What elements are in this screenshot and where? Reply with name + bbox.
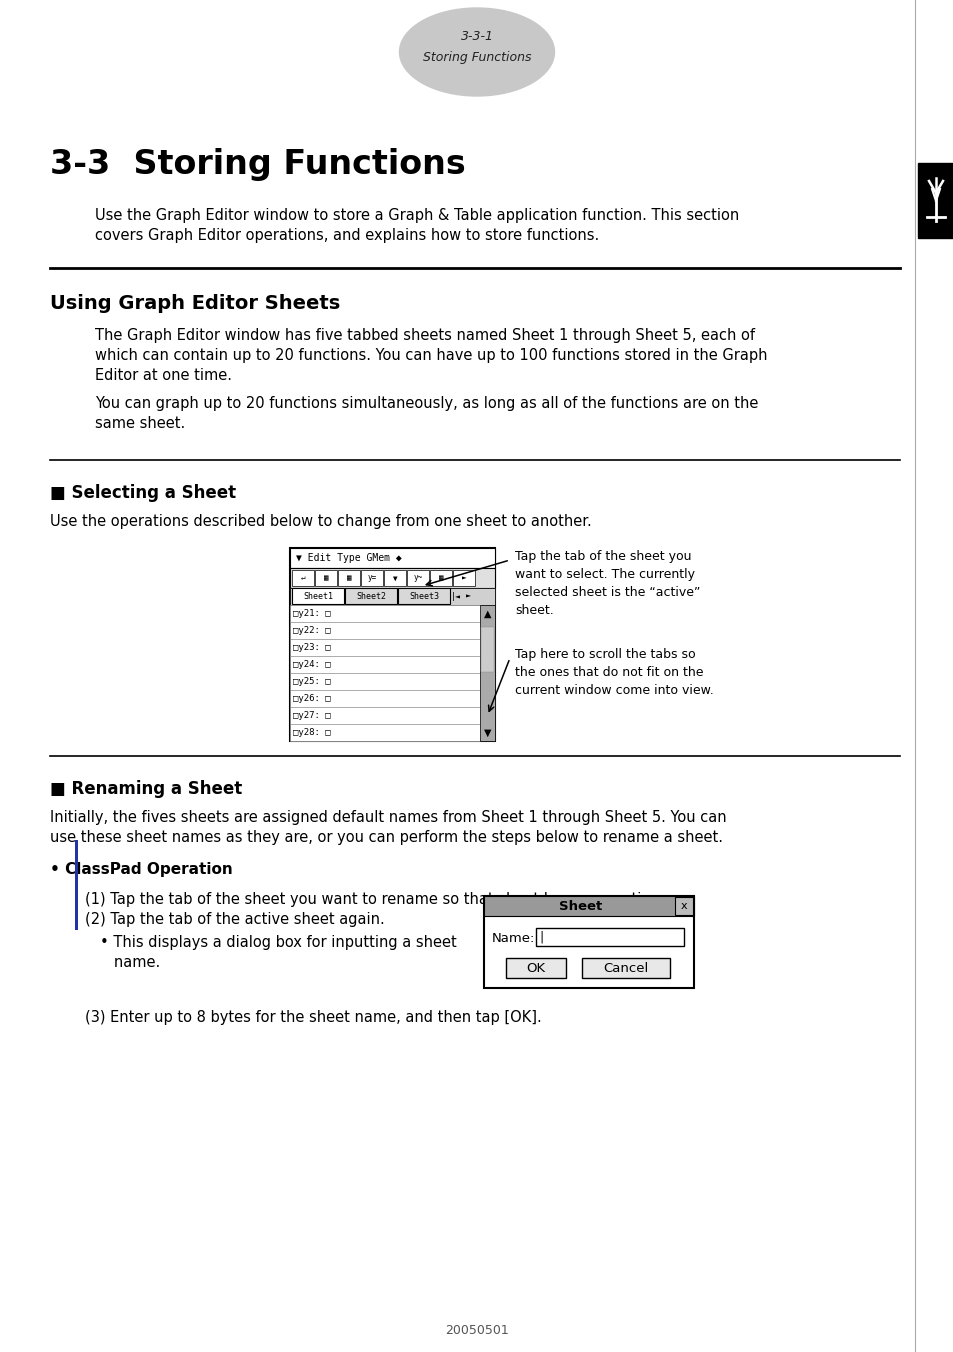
Bar — [290, 639, 479, 656]
Text: ■ Renaming a Sheet: ■ Renaming a Sheet — [50, 780, 242, 798]
Bar — [290, 568, 495, 588]
Text: |: | — [538, 930, 542, 944]
Text: ▦: ▦ — [438, 573, 443, 583]
Text: □y28: □: □y28: □ — [293, 727, 331, 737]
Text: □y21: □: □y21: □ — [293, 608, 331, 618]
Text: (3) Enter up to 8 bytes for the sheet name, and then tap [OK].: (3) Enter up to 8 bytes for the sheet na… — [85, 1010, 541, 1025]
Text: Sheet3: Sheet3 — [409, 592, 438, 602]
Text: 3-3  Storing Functions: 3-3 Storing Functions — [50, 147, 465, 181]
Bar — [345, 588, 396, 604]
Text: x: x — [680, 900, 686, 911]
Text: • This displays a dialog box for inputting a sheet: • This displays a dialog box for inputti… — [100, 936, 456, 950]
Bar — [480, 627, 494, 672]
Bar — [453, 571, 475, 585]
Bar — [483, 896, 693, 917]
Bar — [479, 604, 495, 741]
Text: ▼ Edit Type GMem ◆: ▼ Edit Type GMem ◆ — [295, 553, 401, 562]
Text: use these sheet names as they are, or you can perform the steps below to rename : use these sheet names as they are, or yo… — [50, 830, 722, 845]
Text: Using Graph Editor Sheets: Using Graph Editor Sheets — [50, 293, 340, 314]
Bar — [397, 588, 450, 604]
Bar — [292, 571, 314, 585]
Text: which can contain up to 20 functions. You can have up to 100 functions stored in: which can contain up to 20 functions. Yo… — [95, 347, 767, 362]
Text: y=: y= — [367, 573, 376, 583]
Bar — [314, 571, 336, 585]
Bar — [290, 656, 479, 673]
Bar — [536, 927, 683, 946]
Bar — [430, 571, 452, 585]
Bar — [483, 896, 693, 988]
Text: □y26: □: □y26: □ — [293, 694, 331, 703]
Ellipse shape — [399, 8, 554, 96]
Bar — [360, 571, 382, 585]
Text: same sheet.: same sheet. — [95, 416, 185, 431]
Bar — [917, 164, 953, 238]
Text: Editor at one time.: Editor at one time. — [95, 368, 232, 383]
Bar — [581, 959, 669, 977]
Text: Storing Functions: Storing Functions — [422, 50, 531, 64]
Text: Name:: Name: — [492, 932, 535, 945]
Bar — [675, 896, 692, 915]
Text: OK: OK — [526, 961, 545, 975]
Text: □y25: □: □y25: □ — [293, 677, 331, 685]
Text: covers Graph Editor operations, and explains how to store functions.: covers Graph Editor operations, and expl… — [95, 228, 598, 243]
Text: □y24: □: □y24: □ — [293, 660, 331, 669]
Text: □y23: □: □y23: □ — [293, 644, 331, 652]
Text: ■ Selecting a Sheet: ■ Selecting a Sheet — [50, 484, 236, 502]
Bar — [290, 548, 495, 568]
Text: The Graph Editor window has five tabbed sheets named Sheet 1 through Sheet 5, ea: The Graph Editor window has five tabbed … — [95, 329, 754, 343]
Text: Cancel: Cancel — [602, 961, 648, 975]
Text: □y27: □: □y27: □ — [293, 711, 331, 721]
Text: y~: y~ — [413, 573, 422, 583]
Text: ▼: ▼ — [393, 573, 396, 583]
Bar — [290, 673, 479, 690]
Text: You can graph up to 20 functions simultaneously, as long as all of the functions: You can graph up to 20 functions simulta… — [95, 396, 758, 411]
Text: Tap here to scroll the tabs so
the ones that do not fit on the
current window co: Tap here to scroll the tabs so the ones … — [515, 648, 713, 698]
Bar — [337, 571, 359, 585]
Text: (2) Tap the tab of the active sheet again.: (2) Tap the tab of the active sheet agai… — [85, 913, 384, 927]
Text: Use the operations described below to change from one sheet to another.: Use the operations described below to ch… — [50, 514, 591, 529]
Bar — [290, 604, 479, 622]
Text: name.: name. — [100, 955, 160, 969]
Bar — [75, 840, 78, 930]
Bar — [505, 959, 565, 977]
Text: ►: ► — [465, 592, 470, 602]
Text: ↵: ↵ — [300, 573, 305, 583]
Bar — [290, 690, 479, 707]
Text: ▦: ▦ — [346, 573, 351, 583]
Bar — [290, 548, 495, 741]
Text: ▦: ▦ — [323, 573, 328, 583]
Bar — [407, 571, 429, 585]
Bar — [290, 588, 495, 604]
Text: 20050501: 20050501 — [445, 1324, 508, 1337]
Text: ▲: ▲ — [483, 608, 491, 618]
Text: Initially, the fives sheets are assigned default names from Sheet 1 through Shee: Initially, the fives sheets are assigned… — [50, 810, 726, 825]
Bar — [292, 588, 344, 604]
Bar — [290, 707, 479, 725]
Text: 3-3-1: 3-3-1 — [460, 31, 493, 43]
Text: |◄: |◄ — [451, 592, 460, 602]
Text: □y22: □: □y22: □ — [293, 626, 331, 635]
Text: Sheet: Sheet — [558, 899, 602, 913]
Bar — [290, 725, 479, 741]
Text: • ClassPad Operation: • ClassPad Operation — [50, 863, 233, 877]
Text: Use the Graph Editor window to store a Graph & Table application function. This : Use the Graph Editor window to store a G… — [95, 208, 739, 223]
Text: Tap the tab of the sheet you
want to select. The currently
selected sheet is the: Tap the tab of the sheet you want to sel… — [515, 550, 700, 617]
Bar — [384, 571, 406, 585]
Text: Sheet2: Sheet2 — [355, 592, 386, 602]
Bar — [290, 622, 479, 639]
Text: ▼: ▼ — [483, 727, 491, 737]
Text: (1) Tap the tab of the sheet you want to rename so that sheet becomes active.: (1) Tap the tab of the sheet you want to… — [85, 892, 663, 907]
Text: ►: ► — [461, 573, 466, 583]
Text: Sheet1: Sheet1 — [303, 592, 333, 602]
